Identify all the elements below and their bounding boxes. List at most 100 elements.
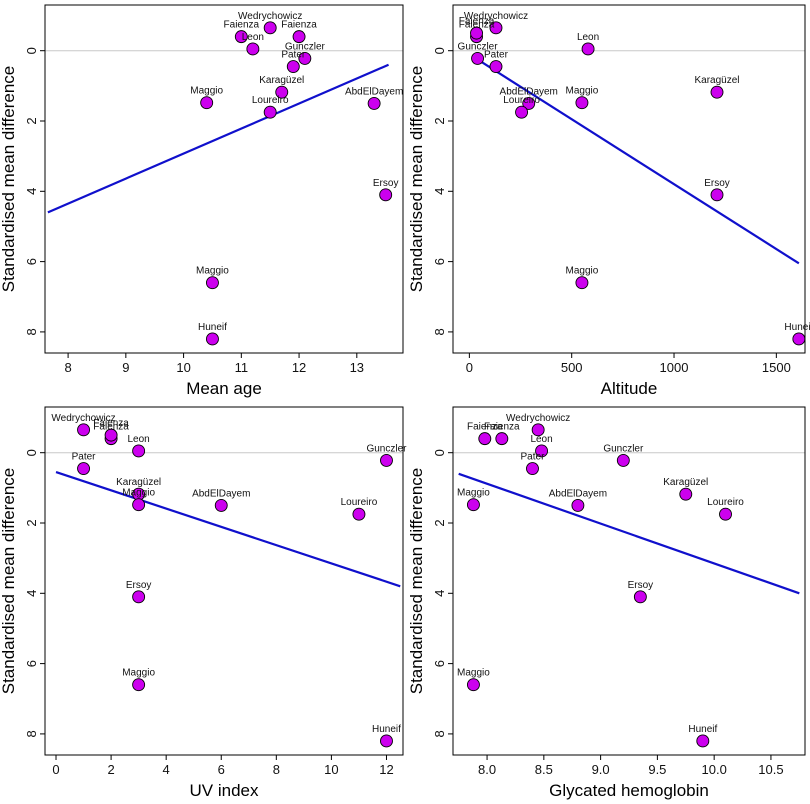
point-label: Ersoy [704, 178, 730, 189]
point-label: Loureiro [707, 497, 744, 508]
data-point [292, 30, 306, 44]
data-point [710, 188, 724, 202]
x-tick-label: 4 [163, 762, 170, 777]
y-tick-label: 4 [432, 590, 447, 597]
data-point [77, 423, 91, 437]
point-label: Wedrychowicz [506, 413, 570, 424]
x-tick-label: 12 [292, 360, 306, 375]
y-tick-label: 8 [24, 328, 39, 335]
point-label: Faienza [281, 20, 317, 31]
data-point [575, 96, 589, 110]
data-point [246, 42, 260, 56]
x-tick-label: 0 [466, 360, 473, 375]
x-axis-label: Altitude [601, 379, 658, 398]
data-point [571, 498, 585, 512]
data-point [132, 590, 146, 604]
x-axis-label: Mean age [186, 379, 262, 398]
x-tick-label: 6 [218, 762, 225, 777]
point-label: AbdElDayem [549, 488, 607, 499]
data-point [489, 60, 503, 73]
point-label: Faienza [93, 418, 129, 429]
point-label: Maggio [122, 488, 155, 499]
point-label: Wedrychowicz [238, 11, 302, 22]
regression-line [458, 472, 800, 595]
y-tick-label: 2 [432, 117, 447, 124]
point-label: Leon [242, 32, 264, 43]
y-tick-label: 0 [432, 47, 447, 54]
y-tick-label: 6 [24, 660, 39, 667]
x-tick-label: 1000 [660, 360, 689, 375]
point-label: Gunczler [366, 443, 407, 454]
point-label: Ersoy [628, 580, 654, 591]
data-point [581, 42, 595, 56]
y-tick-label: 4 [24, 188, 39, 195]
point-label: Faienza [224, 20, 260, 31]
y-tick-label: 0 [24, 47, 39, 54]
data-point [489, 21, 503, 35]
x-tick-label: 8.0 [478, 762, 496, 777]
point-label: Ersoy [373, 178, 399, 189]
regression-line [476, 58, 800, 265]
x-axis-label: Glycated hemoglobin [549, 781, 709, 800]
point-label: Leon [577, 32, 599, 43]
data-point [470, 26, 483, 40]
data-point [495, 432, 509, 446]
data-point [522, 96, 536, 110]
point-label: Pater [72, 452, 97, 463]
point-label: Huneif [688, 724, 717, 735]
x-tick-label: 8 [273, 762, 280, 777]
x-tick-label: 500 [561, 360, 583, 375]
plot-frame [452, 406, 806, 756]
point-label: Maggio [457, 668, 490, 679]
x-tick-label: 2 [107, 762, 114, 777]
y-tick-label: 2 [432, 519, 447, 526]
y-tick-label: 4 [432, 188, 447, 195]
data-point [379, 188, 393, 202]
panel-glycated-hemoglobin: 8.0 8.5 9.0 9.5 10.0 10.5 0 2 4 6 8 Glycated hemogl… [407, 406, 806, 800]
x-tick-label: 9 [122, 360, 129, 375]
x-tick-label: 9.5 [648, 762, 666, 777]
y-tick-label: 4 [24, 590, 39, 597]
data-point [679, 487, 693, 501]
data-point [380, 734, 393, 748]
data-point [515, 105, 529, 119]
point-label: Wedrychowicz [464, 11, 528, 22]
data-point [478, 432, 492, 446]
data-point [616, 453, 630, 467]
data-point [792, 332, 806, 346]
point-label: Pater [281, 50, 306, 61]
plot-frame [452, 4, 806, 354]
data-point [471, 51, 485, 65]
y-tick-label: 8 [432, 328, 447, 335]
data-point [275, 85, 289, 99]
x-tick-label: 12 [379, 762, 393, 777]
x-tick-label: 8.5 [535, 762, 553, 777]
point-label: Gunczler [285, 41, 326, 52]
y-tick-label: 0 [432, 449, 447, 456]
point-label: Karagüzel [116, 477, 161, 488]
data-point [633, 590, 647, 604]
data-point [214, 498, 228, 512]
point-label: Maggio [190, 86, 223, 97]
data-point [466, 498, 480, 512]
panel-altitude: 0 500 1000 1500 0 2 4 6 8 Altitude Standardised me… [407, 4, 810, 398]
data-point [367, 96, 381, 110]
data-point [352, 507, 366, 521]
point-label: Pater [484, 50, 509, 61]
data-point [466, 678, 480, 692]
point-label: Pater [521, 452, 546, 463]
point-label: AbdElDayem [192, 488, 250, 499]
data-point [263, 105, 277, 119]
data-point [696, 734, 710, 748]
x-tick-label: 9.0 [592, 762, 610, 777]
y-tick-label: 0 [24, 449, 39, 456]
point-label: Maggio [566, 86, 599, 97]
point-label: Ersoy [126, 580, 152, 591]
data-point [132, 444, 146, 458]
point-label: AbdElDayem [345, 86, 403, 97]
point-label: Wedrychowicz [51, 413, 115, 424]
x-tick-label: 1500 [762, 360, 791, 375]
panel-uv-index: 0 2 4 6 8 10 12 0 2 4 6 8 UV index Standardised mean … [0, 406, 407, 800]
data-point [298, 51, 312, 65]
